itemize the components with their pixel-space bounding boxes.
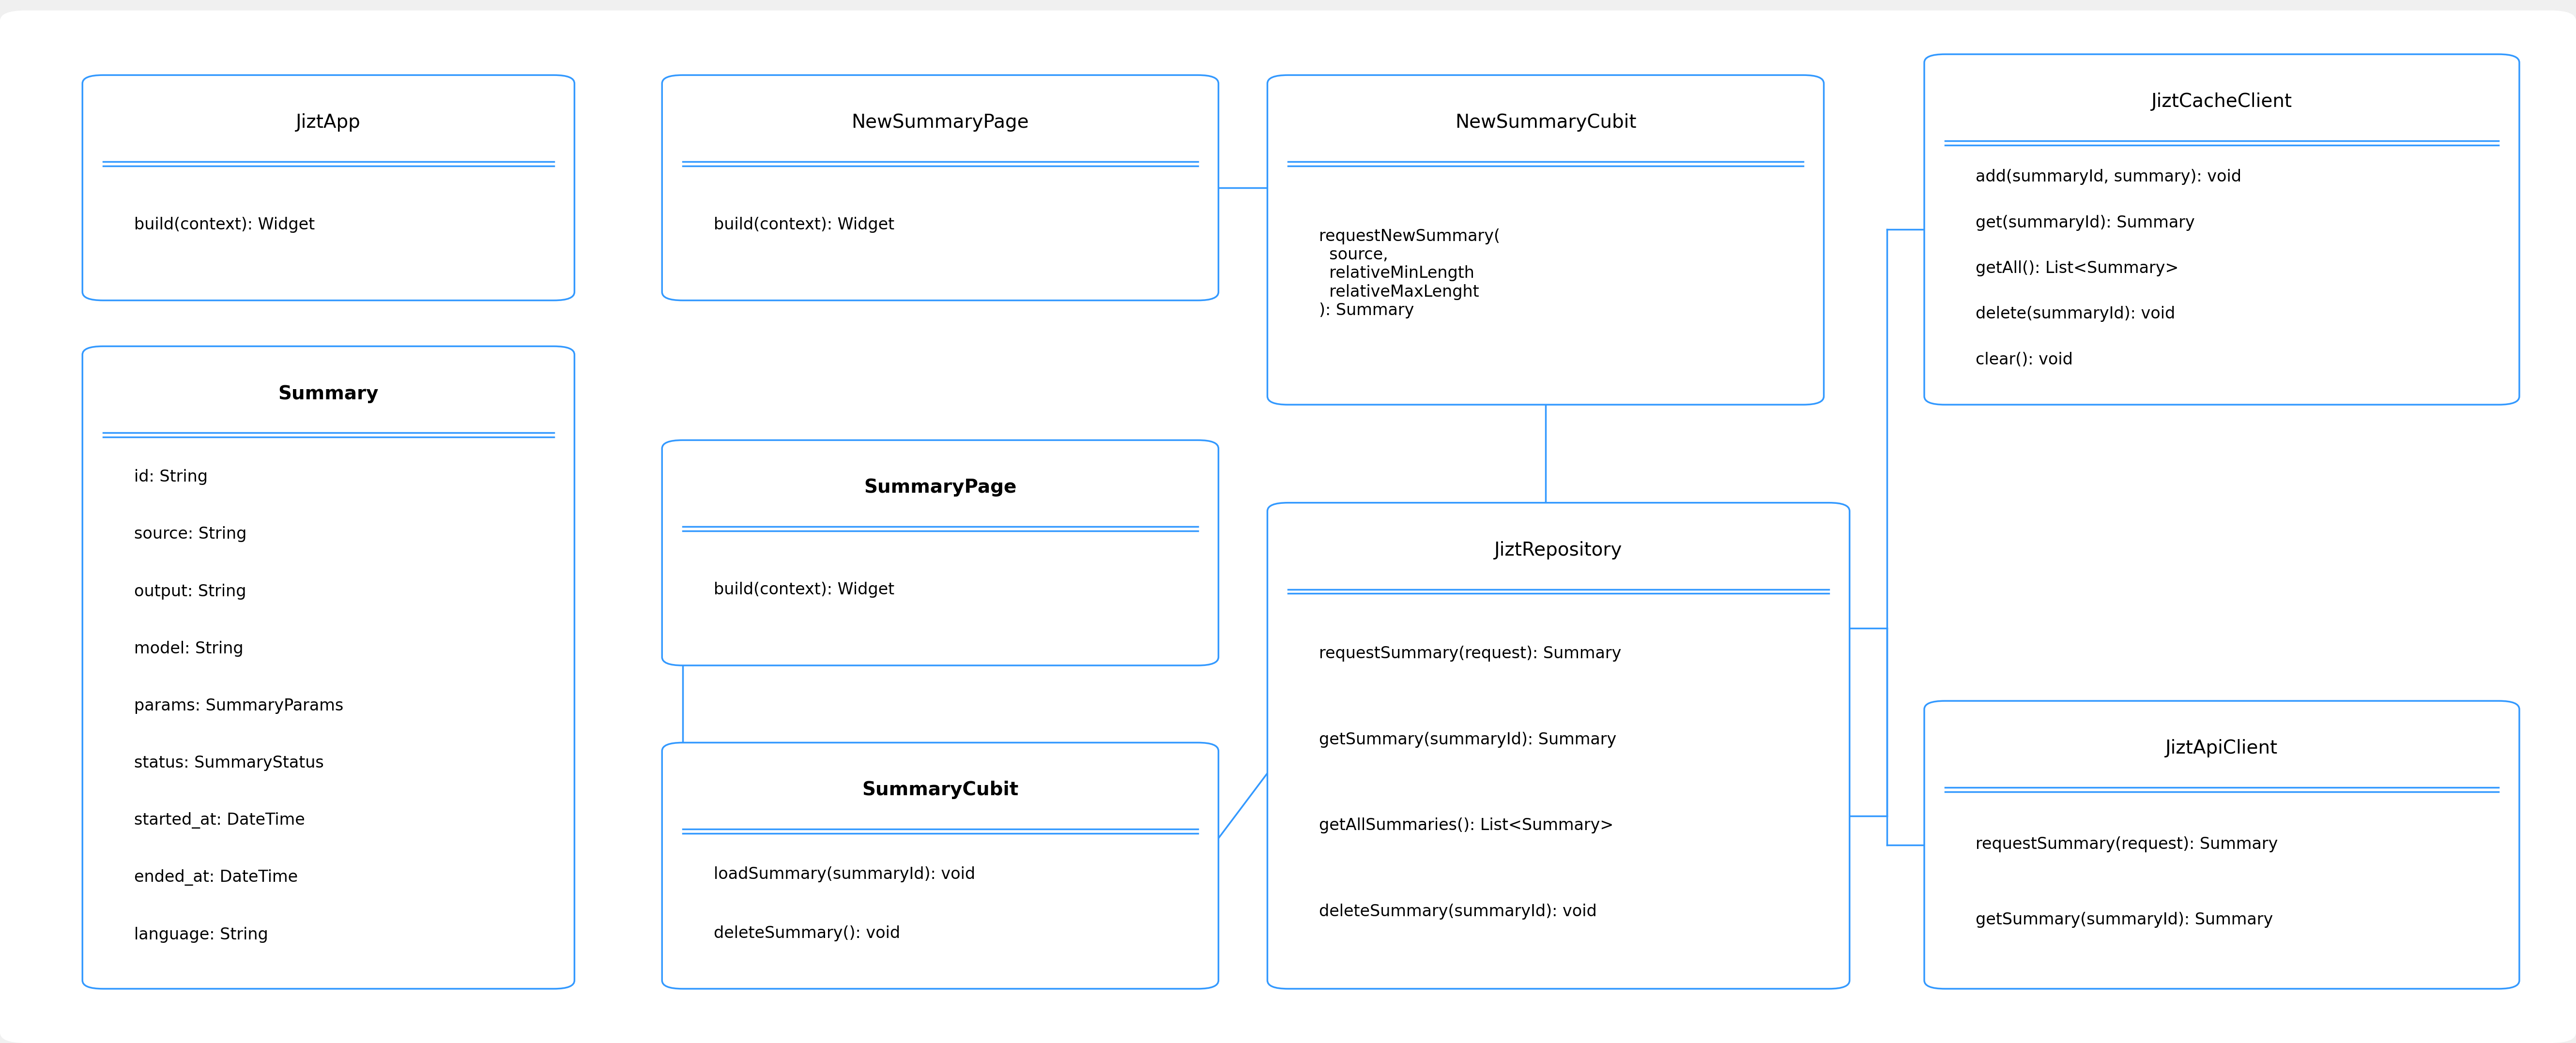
Text: SummaryCubit: SummaryCubit <box>863 781 1018 799</box>
Text: model: String: model: String <box>134 640 242 657</box>
FancyBboxPatch shape <box>1267 503 1850 989</box>
FancyBboxPatch shape <box>1924 54 2519 405</box>
Text: language: String: language: String <box>134 926 268 943</box>
FancyBboxPatch shape <box>662 743 1218 989</box>
Text: status: SummaryStatus: status: SummaryStatus <box>134 755 325 771</box>
Text: add(summaryId, summary): void: add(summaryId, summary): void <box>1976 169 2241 185</box>
FancyBboxPatch shape <box>662 440 1218 665</box>
FancyBboxPatch shape <box>1267 75 1824 405</box>
Text: NewSummaryCubit: NewSummaryCubit <box>1455 114 1636 131</box>
FancyBboxPatch shape <box>1924 701 2519 989</box>
Text: NewSummaryPage: NewSummaryPage <box>853 114 1028 131</box>
Text: source: String: source: String <box>134 527 247 542</box>
Text: output: String: output: String <box>134 583 247 600</box>
Text: get(summaryId): Summary: get(summaryId): Summary <box>1976 215 2195 231</box>
Text: requestNewSummary(
  source,
  relativeMinLength
  relativeMaxLenght
): Summary: requestNewSummary( source, relativeMinLe… <box>1319 228 1499 318</box>
Text: loadSummary(summaryId): void: loadSummary(summaryId): void <box>714 867 976 882</box>
Text: getAllSummaries(): List<Summary>: getAllSummaries(): List<Summary> <box>1319 818 1613 833</box>
Text: JiztCacheClient: JiztCacheClient <box>2151 93 2293 111</box>
Text: id: String: id: String <box>134 469 209 485</box>
Text: getSummary(summaryId): Summary: getSummary(summaryId): Summary <box>1976 912 2272 928</box>
Text: getSummary(summaryId): Summary: getSummary(summaryId): Summary <box>1319 731 1615 748</box>
Text: JiztApp: JiztApp <box>296 114 361 131</box>
FancyBboxPatch shape <box>0 10 2576 1043</box>
Text: SummaryPage: SummaryPage <box>863 479 1018 496</box>
FancyBboxPatch shape <box>662 75 1218 300</box>
Text: deleteSummary(summaryId): void: deleteSummary(summaryId): void <box>1319 903 1597 920</box>
FancyBboxPatch shape <box>82 75 574 300</box>
Text: build(context): Widget: build(context): Widget <box>134 217 314 233</box>
Text: JiztRepository: JiztRepository <box>1494 541 1623 559</box>
Text: deleteSummary(): void: deleteSummary(): void <box>714 925 899 942</box>
Text: build(context): Widget: build(context): Widget <box>714 582 894 598</box>
Text: build(context): Widget: build(context): Widget <box>714 217 894 233</box>
FancyBboxPatch shape <box>82 346 574 989</box>
Text: started_at: DateTime: started_at: DateTime <box>134 812 304 828</box>
Text: ended_at: DateTime: ended_at: DateTime <box>134 869 299 886</box>
Text: JiztApiClient: JiztApiClient <box>2166 739 2277 757</box>
Text: Summary: Summary <box>278 385 379 403</box>
Text: getAll(): List<Summary>: getAll(): List<Summary> <box>1976 261 2179 276</box>
Text: requestSummary(request): Summary: requestSummary(request): Summary <box>1976 836 2277 852</box>
Text: clear(): void: clear(): void <box>1976 351 2074 368</box>
Text: delete(summaryId): void: delete(summaryId): void <box>1976 306 2174 322</box>
Text: requestSummary(request): Summary: requestSummary(request): Summary <box>1319 646 1620 661</box>
Text: params: SummaryParams: params: SummaryParams <box>134 698 343 713</box>
